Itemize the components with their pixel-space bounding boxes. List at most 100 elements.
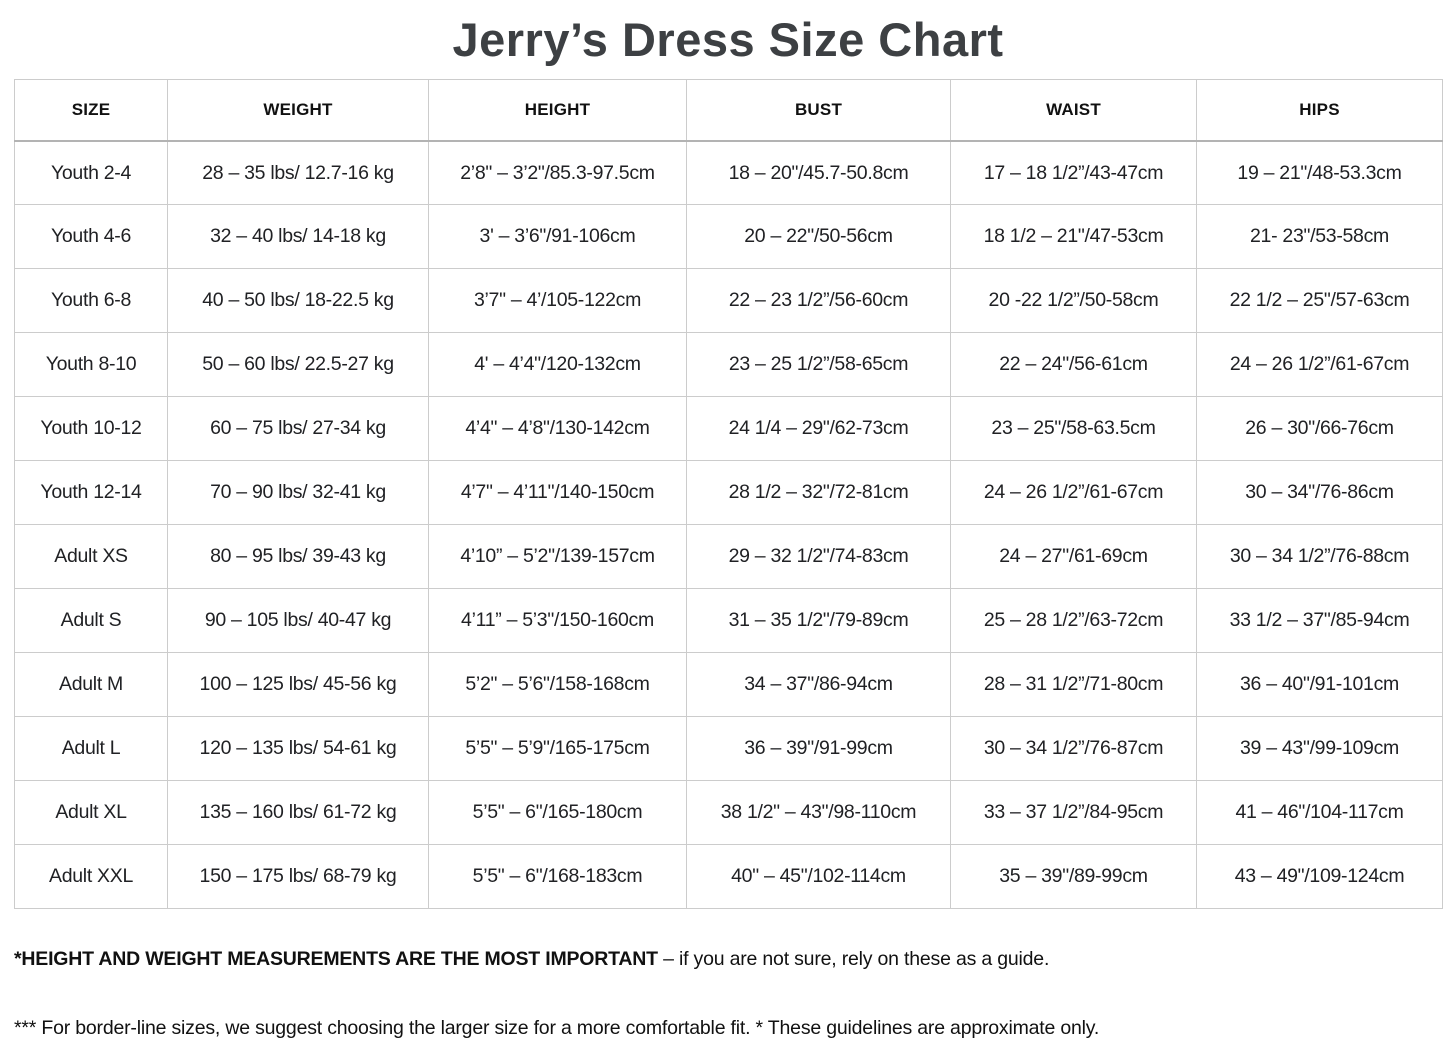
waist-cell: 22 – 24"/56-61cm — [950, 332, 1197, 398]
size-cell: Youth 6-8 — [14, 268, 168, 334]
weight-cell: 120 – 135 lbs/ 54-61 kg — [167, 716, 429, 782]
waist-cell: 24 – 26 1/2”/61-67cm — [950, 460, 1197, 526]
table-row: Adult XS 80 – 95 lbs/ 39-43 kg 4’10” – 5… — [14, 524, 1443, 590]
hips-cell: 39 – 43"/99-109cm — [1196, 716, 1443, 782]
size-table-body: Youth 2-4 28 – 35 lbs/ 12.7-16 kg 2’8" –… — [14, 140, 1443, 910]
footnote-measurements: *HEIGHT AND WEIGHT MEASUREMENTS ARE THE … — [14, 947, 1442, 971]
size-cell: Adult XXL — [14, 844, 168, 910]
weight-cell: 50 – 60 lbs/ 22.5-27 kg — [167, 332, 429, 398]
bust-cell: 31 – 35 1/2"/79-89cm — [686, 588, 951, 654]
hips-cell: 33 1/2 – 37"/85-94cm — [1196, 588, 1443, 654]
hips-cell: 41 – 46"/104-117cm — [1196, 780, 1443, 846]
weight-cell: 150 – 175 lbs/ 68-79 kg — [167, 844, 429, 910]
hips-cell: 43 – 49"/109-124cm — [1196, 844, 1443, 910]
waist-cell: 33 – 37 1/2”/84-95cm — [950, 780, 1197, 846]
waist-cell: 35 – 39"/89-99cm — [950, 844, 1197, 910]
size-cell: Adult L — [14, 716, 168, 782]
header-cell-bust: BUST — [686, 79, 951, 142]
size-cell: Adult S — [14, 588, 168, 654]
hips-cell: 30 – 34"/76-86cm — [1196, 460, 1443, 526]
height-cell: 4' – 4’4"/120-132cm — [428, 332, 687, 398]
header-row: SIZE WEIGHT HEIGHT BUST WAIST HIPS — [14, 79, 1443, 142]
bust-cell: 24 1/4 – 29"/62-73cm — [686, 396, 951, 462]
waist-cell: 20 -22 1/2”/50-58cm — [950, 268, 1197, 334]
waist-cell: 18 1/2 – 21"/47-53cm — [950, 204, 1197, 270]
waist-cell: 23 – 25"/58-63.5cm — [950, 396, 1197, 462]
weight-cell: 90 – 105 lbs/ 40-47 kg — [167, 588, 429, 654]
footnote-measurements-rest: – if you are not sure, rely on these as … — [657, 948, 1050, 971]
waist-cell: 30 – 34 1/2”/76-87cm — [950, 716, 1197, 782]
table-row: Youth 12-14 70 – 90 lbs/ 32-41 kg 4’7" –… — [14, 460, 1443, 526]
bust-cell: 28 1/2 – 32"/72-81cm — [686, 460, 951, 526]
header-cell-hips: HIPS — [1196, 79, 1443, 142]
table-row: Youth 8-10 50 – 60 lbs/ 22.5-27 kg 4' – … — [14, 332, 1443, 398]
table-row: Youth 10-12 60 – 75 lbs/ 27-34 kg 4’4" –… — [14, 396, 1443, 462]
bust-cell: 20 – 22"/50-56cm — [686, 204, 951, 270]
hips-cell: 24 – 26 1/2”/61-67cm — [1196, 332, 1443, 398]
hips-cell: 30 – 34 1/2”/76-88cm — [1196, 524, 1443, 590]
weight-cell: 28 – 35 lbs/ 12.7-16 kg — [167, 140, 429, 206]
height-cell: 5’5" – 6"/165-180cm — [428, 780, 687, 846]
hips-cell: 19 – 21"/48-53.3cm — [1196, 140, 1443, 206]
bust-cell: 36 – 39"/91-99cm — [686, 716, 951, 782]
footnote-measurements-bold: *HEIGHT AND WEIGHT MEASUREMENTS ARE THE … — [14, 948, 658, 971]
bust-cell: 23 – 25 1/2”/58-65cm — [686, 332, 951, 398]
size-cell: Adult M — [14, 652, 168, 718]
height-cell: 5’5" – 6"/168-183cm — [428, 844, 687, 910]
waist-cell: 24 – 27"/61-69cm — [950, 524, 1197, 590]
size-cell: Adult XL — [14, 780, 168, 846]
size-cell: Youth 10-12 — [14, 396, 168, 462]
size-chart-table: SIZE WEIGHT HEIGHT BUST WAIST HIPS Youth… — [14, 79, 1443, 910]
header-cell-weight: WEIGHT — [167, 79, 429, 142]
hips-cell: 21- 23"/53-58cm — [1196, 204, 1443, 270]
hips-cell: 26 – 30"/66-76cm — [1196, 396, 1443, 462]
page-title: Jerry’s Dress Size Chart — [452, 13, 1004, 66]
height-cell: 2’8" – 3’2"/85.3-97.5cm — [428, 140, 687, 206]
height-cell: 4’10” – 5’2"/139-157cm — [428, 524, 687, 590]
table-row: Youth 6-8 40 – 50 lbs/ 18-22.5 kg 3’7" –… — [14, 268, 1443, 334]
bust-cell: 22 – 23 1/2”/56-60cm — [686, 268, 951, 334]
weight-cell: 70 – 90 lbs/ 32-41 kg — [167, 460, 429, 526]
table-row: Youth 4-6 32 – 40 lbs/ 14-18 kg 3' – 3’6… — [14, 204, 1443, 270]
size-cell: Youth 12-14 — [14, 460, 168, 526]
bust-cell: 29 – 32 1/2"/74-83cm — [686, 524, 951, 590]
weight-cell: 80 – 95 lbs/ 39-43 kg — [167, 524, 429, 590]
table-row: Adult XL 135 – 160 lbs/ 61-72 kg 5’5" – … — [14, 780, 1443, 846]
size-cell: Youth 8-10 — [14, 332, 168, 398]
bust-cell: 40" – 45"/102-114cm — [686, 844, 951, 910]
weight-cell: 40 – 50 lbs/ 18-22.5 kg — [167, 268, 429, 334]
table-row: Adult S 90 – 105 lbs/ 40-47 kg 4’11” – 5… — [14, 588, 1443, 654]
weight-cell: 32 – 40 lbs/ 14-18 kg — [167, 204, 429, 270]
waist-cell: 28 – 31 1/2”/71-80cm — [950, 652, 1197, 718]
weight-cell: 60 – 75 lbs/ 27-34 kg — [167, 396, 429, 462]
height-cell: 4’7" – 4’11"/140-150cm — [428, 460, 687, 526]
height-cell: 3’7" – 4’/105-122cm — [428, 268, 687, 334]
size-cell: Youth 4-6 — [14, 204, 168, 270]
height-cell: 4’11” – 5’3"/150-160cm — [428, 588, 687, 654]
height-cell: 4’4" – 4’8"/130-142cm — [428, 396, 687, 462]
size-cell: Adult XS — [14, 524, 168, 590]
header-cell-height: HEIGHT — [428, 79, 687, 142]
footnote-borderline: *** For border-line sizes, we suggest ch… — [14, 1016, 1100, 1039]
hips-cell: 36 – 40"/91-101cm — [1196, 652, 1443, 718]
header-cell-waist: WAIST — [950, 79, 1197, 142]
bust-cell: 38 1/2" – 43"/98-110cm — [686, 780, 951, 846]
header-cell-size: SIZE — [14, 79, 168, 142]
size-chart-header: SIZE WEIGHT HEIGHT BUST WAIST HIPS — [14, 79, 1443, 142]
bust-cell: 18 – 20"/45.7-50.8cm — [686, 140, 951, 206]
table-row: Youth 2-4 28 – 35 lbs/ 12.7-16 kg 2’8" –… — [14, 140, 1443, 206]
table-row: Adult L 120 – 135 lbs/ 54-61 kg 5’5" – 5… — [14, 716, 1443, 782]
bust-cell: 34 – 37"/86-94cm — [686, 652, 951, 718]
table-row: Adult M 100 – 125 lbs/ 45-56 kg 5’2" – 5… — [14, 652, 1443, 718]
waist-cell: 17 – 18 1/2”/43-47cm — [950, 140, 1197, 206]
table-row: Adult XXL 150 – 175 lbs/ 68-79 kg 5’5" –… — [14, 844, 1443, 910]
weight-cell: 135 – 160 lbs/ 61-72 kg — [167, 780, 429, 846]
waist-cell: 25 – 28 1/2”/63-72cm — [950, 588, 1197, 654]
size-cell: Youth 2-4 — [14, 140, 168, 206]
hips-cell: 22 1/2 – 25"/57-63cm — [1196, 268, 1443, 334]
height-cell: 5’5" – 5’9"/165-175cm — [428, 716, 687, 782]
footnotes: *HEIGHT AND WEIGHT MEASUREMENTS ARE THE … — [14, 947, 1442, 1040]
height-cell: 5’2" – 5’6"/158-168cm — [428, 652, 687, 718]
weight-cell: 100 – 125 lbs/ 45-56 kg — [167, 652, 429, 718]
